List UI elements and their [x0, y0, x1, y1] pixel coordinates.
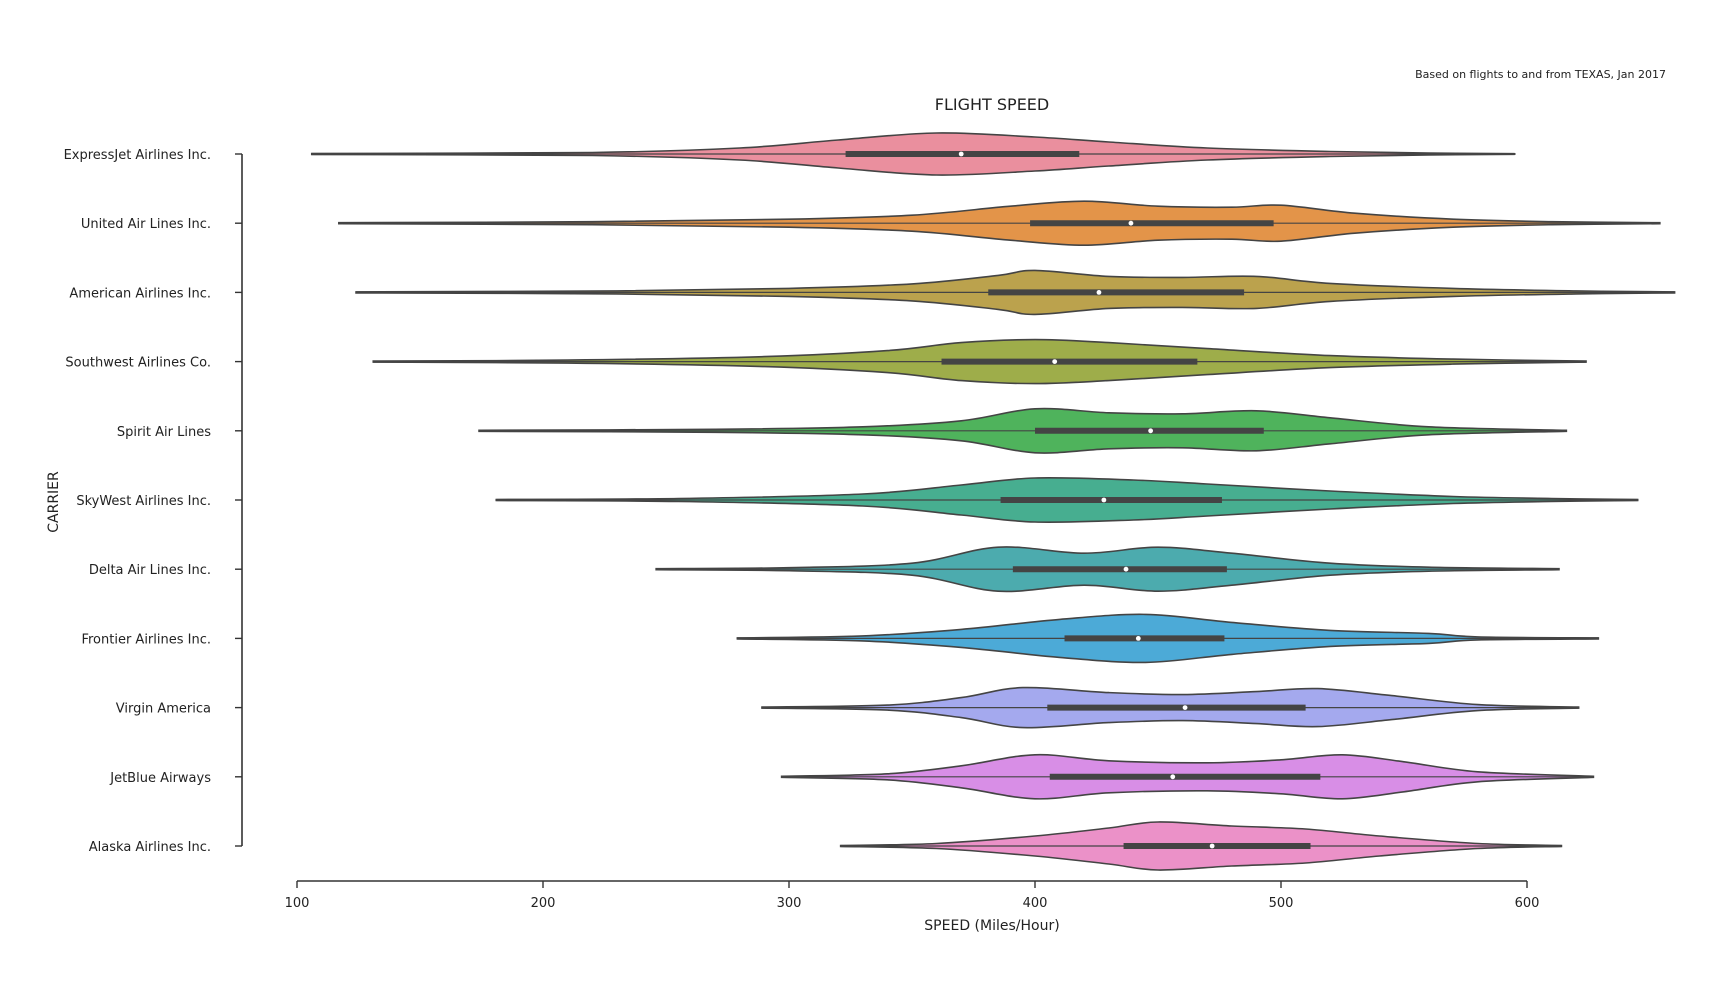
- violin-9: [780, 753, 1595, 800]
- violin-7: [736, 613, 1600, 664]
- violin-4: [478, 407, 1568, 454]
- y-tick-label: ExpressJet Airlines Inc.: [64, 148, 211, 163]
- violin-median-dot: [1182, 705, 1188, 710]
- y-tick-label: Delta Air Lines Inc.: [89, 563, 211, 578]
- violin-1: [338, 200, 1661, 247]
- violin-10: [839, 821, 1563, 871]
- chart-annotation: Based on flights to and from TEXAS, Jan …: [1415, 68, 1666, 81]
- y-tick-label: SkyWest Airlines Inc.: [76, 494, 211, 509]
- violin-median-dot: [1052, 359, 1058, 364]
- y-axis-label: CARRIER: [46, 471, 62, 533]
- violin-median-dot: [1101, 497, 1107, 503]
- y-tick-label: JetBlue Airways: [109, 771, 211, 786]
- violin-6: [655, 546, 1560, 593]
- violin-median-dot: [958, 151, 964, 157]
- y-axis: ExpressJet Airlines Inc. United Air Lines…: [64, 148, 243, 855]
- y-tick-label: Spirit Air Lines: [117, 425, 211, 440]
- y-tick-label: Frontier Airlines Inc.: [81, 632, 211, 647]
- violin-3: [372, 338, 1587, 385]
- y-tick-label: United Air Lines Inc.: [81, 217, 211, 232]
- x-tick-label: 600: [1515, 896, 1540, 911]
- y-tick-label: American Airlines Inc.: [69, 286, 211, 301]
- x-axis-label: SPEED (Miles/Hour): [924, 918, 1059, 934]
- x-axis: 100 200 300 400 500 600: [285, 880, 1540, 911]
- violin-median-dot: [1209, 843, 1215, 849]
- violin-2: [355, 269, 1676, 316]
- x-tick-label: 200: [531, 896, 556, 911]
- violin-median-dot: [1096, 290, 1102, 295]
- y-tick-label: Virgin America: [116, 702, 211, 717]
- x-tick-label: 300: [777, 896, 802, 911]
- y-tick-label: Southwest Airlines Co.: [65, 356, 211, 371]
- x-tick-label: 500: [1269, 896, 1294, 911]
- violin-median-dot: [1128, 220, 1134, 226]
- violin-median-dot: [1123, 566, 1129, 572]
- violins: [310, 132, 1676, 871]
- x-tick-label: 400: [1023, 896, 1048, 911]
- violin-5: [495, 476, 1639, 524]
- chart-title: FLIGHT SPEED: [935, 95, 1049, 114]
- x-tick-label: 100: [285, 896, 310, 911]
- y-tick-label: Alaska Airlines Inc.: [89, 840, 211, 855]
- violin-median-dot: [1148, 428, 1154, 434]
- violin-median-dot: [1170, 774, 1176, 780]
- violin-median-dot: [1135, 636, 1141, 641]
- violin-0: [310, 132, 1516, 176]
- violin-8: [761, 686, 1580, 729]
